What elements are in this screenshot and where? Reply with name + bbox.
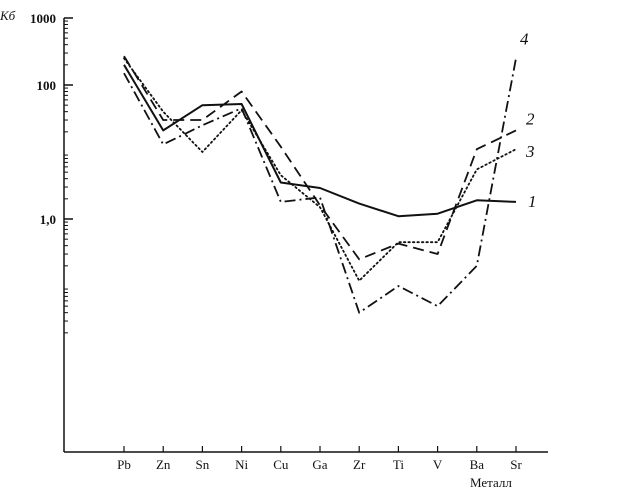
y-tick-label: 1,0 [40, 212, 56, 227]
y-tick-label: 1000 [30, 11, 56, 26]
x-ticks: Pb Zn Sn Ni Cu Ga Zr Ti V Ba Sr [117, 446, 522, 472]
series-line-4 [123, 58, 517, 314]
x-tick-label: Ga [312, 457, 327, 472]
x-tick-label: Zr [353, 457, 366, 472]
series-line-3 [123, 57, 517, 282]
y-minor-ticks [64, 20, 68, 334]
x-tick-label: Pb [117, 457, 131, 472]
series-label-3: 3 [525, 142, 535, 161]
series-label-2: 2 [526, 109, 535, 128]
x-tick-label: V [433, 457, 443, 472]
x-axis-label: Металл [470, 475, 512, 490]
series-line-2 [123, 55, 517, 261]
x-tick-label: Ni [235, 457, 248, 472]
x-tick-label: Ba [470, 457, 485, 472]
x-tick-label: Cu [273, 457, 289, 472]
y-tick-label: 100 [37, 78, 57, 93]
y-major-ticks: 1000 100 1,0 [30, 11, 73, 227]
series-lines: 1 2 3 4 [123, 29, 537, 314]
series-line-1 [123, 64, 517, 218]
series-label-4: 4 [520, 29, 529, 48]
x-tick-label: Zn [156, 457, 171, 472]
x-tick-label: Sn [196, 457, 210, 472]
x-tick-label: Sr [510, 457, 522, 472]
series-label-1: 1 [528, 192, 537, 211]
x-tick-label: Ti [393, 457, 404, 472]
y-axis-label: Kб [0, 8, 16, 23]
